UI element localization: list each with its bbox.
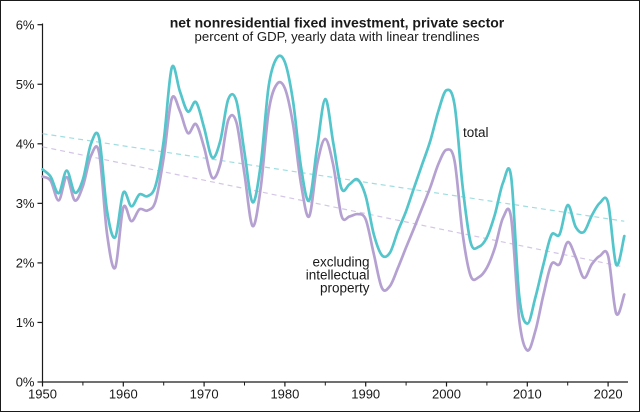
- excl-label: intellectual: [306, 268, 370, 283]
- x-tick-label: 1950: [28, 387, 57, 402]
- trendlines: [42, 133, 625, 268]
- x-tick-label: 1990: [351, 387, 380, 402]
- series-line-total: [41, 54, 626, 325]
- y-tick-label: 2%: [16, 256, 35, 271]
- y-tick-label: 3%: [16, 196, 35, 211]
- y-tick-label: 4%: [16, 136, 35, 151]
- y-tick-label: 5%: [16, 77, 35, 92]
- x-tick-label: 1960: [109, 387, 138, 402]
- axes: [37, 23, 628, 387]
- x-tick-label: 1970: [190, 387, 219, 402]
- y-tick-label: 6%: [16, 17, 35, 32]
- y-tick-label: 0%: [16, 375, 35, 390]
- chart-title: net nonresidential fixed investment, pri…: [170, 15, 505, 31]
- excl-label: property: [320, 281, 370, 296]
- series-line-excluding-ip: [41, 80, 626, 352]
- x-tick-label: 2010: [513, 387, 542, 402]
- trendline: [42, 133, 625, 222]
- x-tick-label: 2000: [432, 387, 461, 402]
- tick-labels: 0% 1% 2% 3% 4% 5% 6% 1950 1960 1970 1980 1990 2000 20…: [16, 17, 623, 401]
- total-label: total: [463, 125, 489, 140]
- y-tick-label: 1%: [16, 315, 35, 330]
- excl-label: excluding: [312, 255, 369, 270]
- chart-subtitle: percent of GDP, yearly data with linear …: [195, 29, 480, 44]
- trendline: [42, 146, 625, 268]
- x-tick-label: 2020: [594, 387, 623, 402]
- x-tick-label: 1980: [270, 387, 299, 402]
- series-lines: [41, 54, 626, 352]
